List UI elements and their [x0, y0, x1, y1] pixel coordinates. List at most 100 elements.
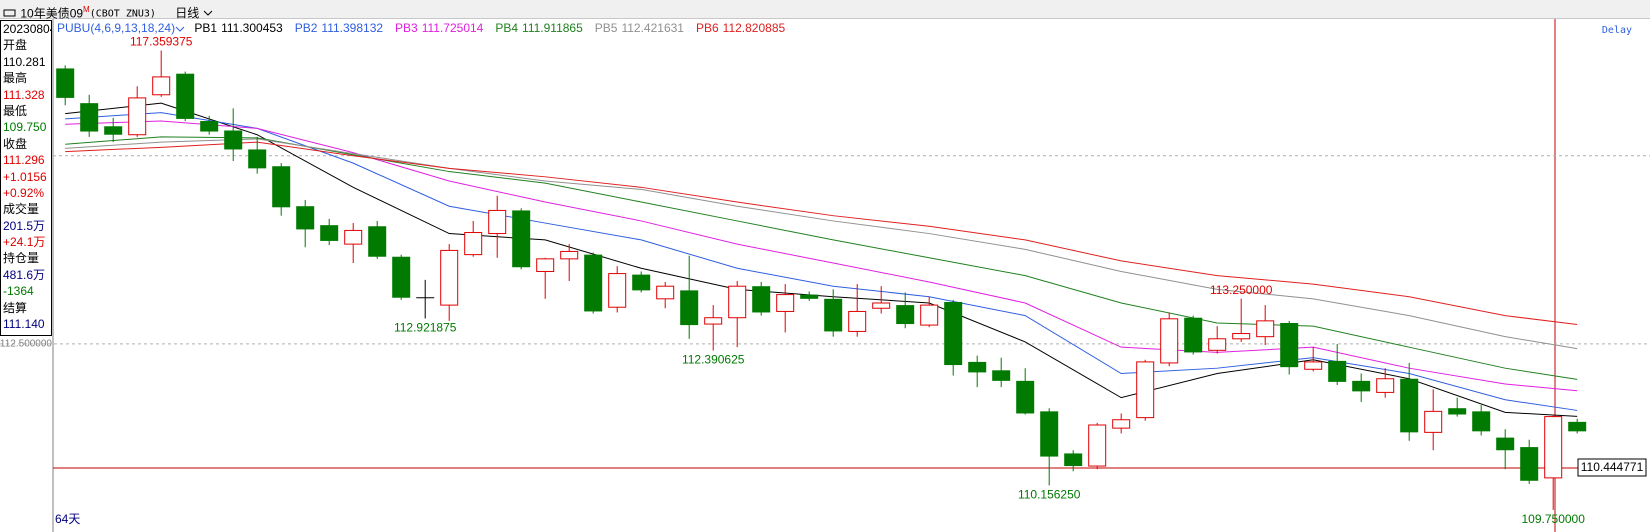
symbol-name: 10年美债09	[20, 6, 84, 21]
candle-body	[680, 290, 699, 326]
candle-body	[488, 209, 507, 235]
days-label: 64天	[55, 512, 80, 526]
low-label: 110.156250	[1018, 488, 1081, 502]
info-row: +1.0156	[3, 169, 47, 184]
candle-body	[1016, 380, 1035, 414]
candle-body	[1040, 411, 1059, 457]
candle-body	[1136, 361, 1155, 419]
legend-name: PB5	[594, 21, 618, 35]
candle-body	[920, 304, 939, 326]
period-selector[interactable]: 日线	[175, 6, 200, 21]
candle-body	[1208, 338, 1227, 351]
candle-body	[1520, 447, 1539, 481]
candle-body	[1544, 416, 1563, 479]
candle-body	[1496, 437, 1515, 451]
indicator-line	[65, 120, 1578, 392]
candle-body	[824, 298, 843, 332]
candle-body	[1400, 378, 1419, 433]
legend-name: PB4	[495, 21, 519, 35]
legend-name: PB6	[695, 21, 719, 35]
low-label: 112.921875	[394, 321, 457, 335]
candle-body	[752, 286, 771, 313]
info-row: 收盘	[3, 136, 28, 151]
candle-body	[536, 258, 555, 272]
legend-value: 111.725014	[421, 21, 484, 35]
legend-value: 111.911865	[522, 21, 583, 35]
info-row: +0.92%	[3, 185, 45, 200]
candle-body	[1376, 378, 1395, 393]
candle-body	[584, 254, 603, 312]
candle-body	[440, 249, 459, 306]
info-row: 最低	[3, 103, 28, 118]
period-chevron[interactable]	[203, 4, 213, 23]
candle-body	[368, 226, 387, 257]
candle-body	[200, 121, 219, 132]
legend-value: 112.820885	[722, 21, 786, 35]
candle-body	[1568, 421, 1587, 432]
window-icon	[3, 9, 16, 17]
candle-body	[872, 302, 891, 309]
low-label: 112.390625	[682, 353, 745, 367]
info-row: -1364	[3, 284, 34, 299]
price-line-box	[1577, 458, 1647, 477]
legend-value: 112.421631	[621, 21, 684, 35]
candle-body	[944, 301, 963, 366]
candle-body	[1184, 317, 1203, 353]
candle-body	[1280, 322, 1299, 368]
candle-body	[1424, 410, 1443, 433]
candle-body	[1304, 361, 1323, 370]
info-row: 最高	[3, 71, 28, 86]
price-line-label: 110.444771	[1581, 460, 1644, 474]
candle-body	[1064, 453, 1083, 467]
candle-body	[1088, 424, 1107, 467]
candle-body	[464, 232, 483, 256]
candle-body	[344, 229, 363, 245]
high-label: 117.359375	[130, 35, 193, 49]
candle-body	[1328, 360, 1347, 382]
info-row: 481.6万	[3, 267, 46, 282]
indicator-name[interactable]: PUBU(4,6,9,13,18,24)	[57, 21, 176, 35]
candle-body	[728, 285, 747, 319]
candle-body	[992, 370, 1011, 381]
low-label: 109.750000	[1521, 512, 1585, 526]
symbol-code: (CBOT ZNU3)	[89, 8, 156, 20]
indicator-line	[65, 136, 1578, 380]
candle-body	[176, 73, 195, 119]
candle-body	[224, 130, 243, 150]
candle-body	[776, 294, 795, 312]
title-bar: 10年美债09M(CBOT ZNU3) 日线	[0, 0, 1650, 21]
candle-body	[656, 285, 675, 300]
candle-body	[1256, 320, 1275, 338]
candle-body	[296, 206, 315, 230]
candle-body	[1352, 380, 1371, 392]
candle-body	[1232, 333, 1251, 340]
candle-body	[608, 273, 627, 308]
candle-body	[1112, 419, 1131, 429]
candle-body	[560, 250, 579, 260]
info-row: 结算	[3, 300, 28, 315]
candle-body	[1472, 411, 1491, 432]
candle-body	[272, 166, 291, 208]
info-panel: 20230804 开盘 110.281 最高 111.328 最低 109.750 收盘 111…	[0, 20, 52, 336]
info-row: 111.296	[3, 153, 45, 168]
indicator-line	[65, 102, 1578, 417]
info-row: 111.140	[3, 317, 45, 332]
info-row: 20230804	[3, 22, 52, 36]
info-row: 110.281	[3, 54, 46, 69]
info-row: +24.1万	[3, 235, 46, 250]
candle-body	[632, 274, 651, 291]
indicator-chevron[interactable]	[175, 22, 185, 36]
info-row: 111.328	[3, 87, 45, 102]
indicator-legend: PUBU(4,6,9,13,18,24) PB1 111.300453 PB2 111…	[57, 20, 797, 36]
candle-body	[968, 361, 987, 373]
info-row: 持仓量	[3, 251, 40, 266]
candle-body	[320, 225, 339, 241]
candle-body	[248, 149, 267, 169]
candle-body	[704, 317, 723, 325]
candle-body	[1448, 408, 1467, 415]
candle-body	[800, 294, 819, 299]
indicator-line	[65, 112, 1578, 411]
legend-name: PB3	[395, 21, 418, 35]
